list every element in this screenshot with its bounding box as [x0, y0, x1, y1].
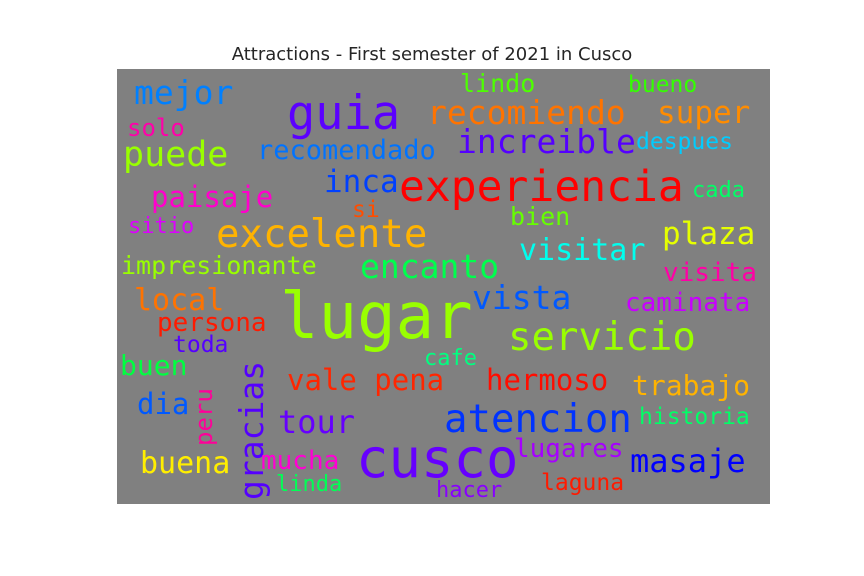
- word-plaza: plaza: [662, 216, 756, 252]
- word-despues: despues: [636, 129, 733, 155]
- word-puede: puede: [123, 135, 229, 175]
- word-lugar: lugar: [280, 280, 473, 354]
- word-experiencia: experiencia: [399, 162, 684, 212]
- word-atencion: atencion: [444, 397, 632, 442]
- word-solo: solo: [127, 114, 185, 142]
- word-buena: buena: [140, 446, 231, 481]
- word-vale-pena: vale pena: [287, 363, 445, 397]
- word-lugares: lugares: [514, 434, 624, 464]
- word-super: super: [657, 95, 751, 131]
- word-visita: visita: [663, 258, 757, 288]
- word-encanto: encanto: [360, 247, 500, 286]
- word-caminata: caminata: [625, 288, 751, 318]
- word-historia: historia: [639, 404, 750, 430]
- word-impresionante: impresionante: [121, 251, 317, 280]
- word-masaje: masaje: [630, 442, 746, 480]
- word-cusco: cusco: [356, 427, 519, 490]
- word-peru: peru: [190, 388, 218, 446]
- word-persona: persona: [157, 308, 267, 338]
- word-bien: bien: [510, 202, 571, 231]
- word-local: local: [134, 283, 225, 318]
- word-servicio: servicio: [508, 315, 696, 360]
- word-cada: cada: [692, 178, 745, 203]
- word-lindo: lindo: [460, 69, 536, 98]
- word-hacer: hacer: [436, 478, 503, 503]
- word-tour: tour: [278, 403, 356, 441]
- word-buen: buen: [120, 349, 188, 382]
- word-recomiendo: recomiendo: [427, 93, 626, 132]
- word-bueno: bueno: [628, 72, 698, 98]
- chart-title: Attractions - First semester of 2021 in …: [231, 44, 633, 65]
- word-paisaje: paisaje: [151, 180, 274, 214]
- word-si: si: [352, 197, 380, 223]
- word-mejor: mejor: [134, 73, 234, 112]
- word-visitar: visitar: [519, 233, 646, 268]
- word-hermoso: hermoso: [486, 363, 609, 397]
- word-guia: guia: [287, 86, 401, 141]
- word-cloud-panel: [117, 69, 770, 504]
- word-recomendado: recomendado: [257, 135, 436, 166]
- word-gracias: gracias: [232, 360, 271, 500]
- word-laguna: laguna: [541, 470, 625, 496]
- word-cafe: cafe: [424, 346, 477, 371]
- word-excelente: excelente: [216, 212, 428, 257]
- word-vista: vista: [472, 278, 572, 317]
- word-dia: dia: [137, 387, 190, 421]
- word-toda: toda: [173, 332, 229, 358]
- word-linda: linda: [276, 472, 343, 497]
- word-mucha: mucha: [261, 446, 340, 476]
- word-increible: increible: [457, 122, 636, 161]
- word-inca: inca: [324, 164, 399, 200]
- word-sitio: sitio: [128, 214, 195, 239]
- word-trabajo: trabajo: [632, 369, 751, 402]
